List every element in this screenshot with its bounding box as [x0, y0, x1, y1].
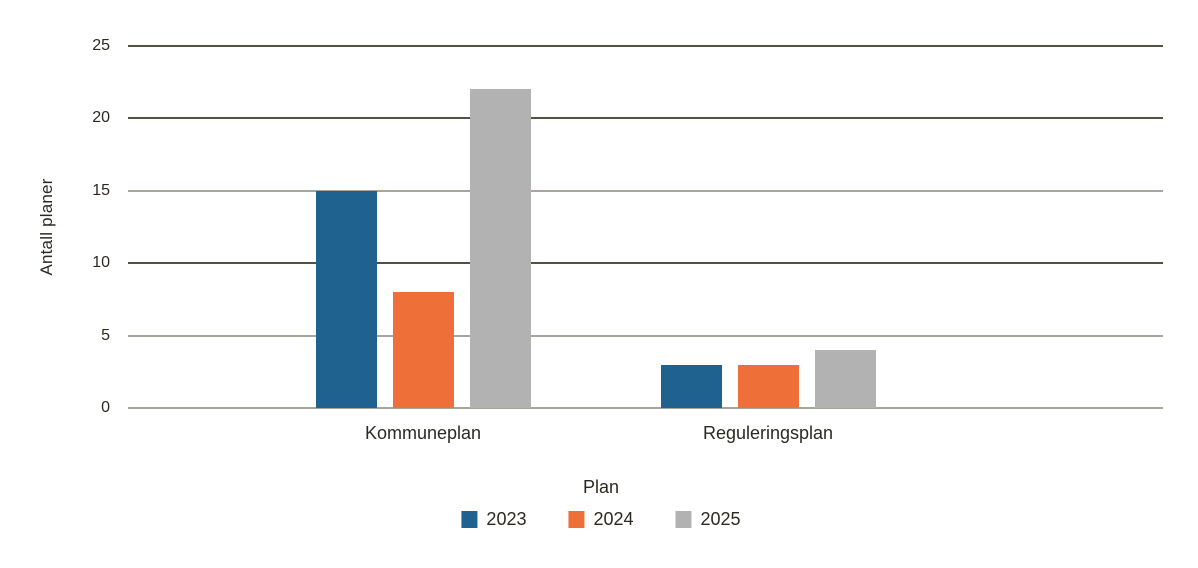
legend-swatch: [568, 510, 585, 528]
bar-2025-reguleringsplan: [814, 350, 876, 408]
legend-title: Plan: [582, 477, 620, 497]
x-category-label-reguleringsplan: Reguleringsplan: [702, 423, 834, 443]
y-axis-ticks: 0 5 10 15 20 25: [0, 37, 110, 416]
legend-item: 2024: [568, 509, 634, 529]
bar-2024-kommuneplan: [392, 292, 454, 408]
y-tick-label: 5: [101, 326, 110, 344]
legend-label: 2025: [700, 509, 741, 529]
gridline-20: [128, 117, 1163, 119]
y-tick-label: 25: [92, 37, 110, 54]
y-tick-label: 10: [92, 254, 110, 272]
bar-2024-reguleringsplan: [737, 364, 799, 408]
legend-item: 2023: [461, 510, 526, 528]
bar-2023-kommuneplan: [315, 190, 377, 408]
legend-label: 2024: [593, 509, 634, 529]
bar-2023-reguleringsplan: [660, 364, 722, 408]
plot-area: [128, 45, 1163, 409]
legend: 2023 2024 2025: [461, 509, 741, 529]
legend-swatch: [675, 510, 692, 528]
legend-label: 2023: [486, 509, 527, 529]
gridline-0: [128, 407, 1163, 409]
gridline-10: [128, 262, 1163, 264]
gridline-25: [128, 45, 1163, 47]
gridline-5: [128, 334, 1163, 337]
gridline-15: [128, 189, 1163, 192]
y-tick-label: 15: [92, 181, 110, 199]
legend-swatch: [461, 510, 478, 528]
y-tick-label: 20: [92, 109, 110, 127]
bar-2025-kommuneplan: [469, 89, 531, 408]
legend-item: 2025: [675, 509, 741, 529]
y-tick-label: 0: [101, 399, 110, 416]
x-category-label-kommuneplan: Kommuneplan: [364, 423, 482, 443]
